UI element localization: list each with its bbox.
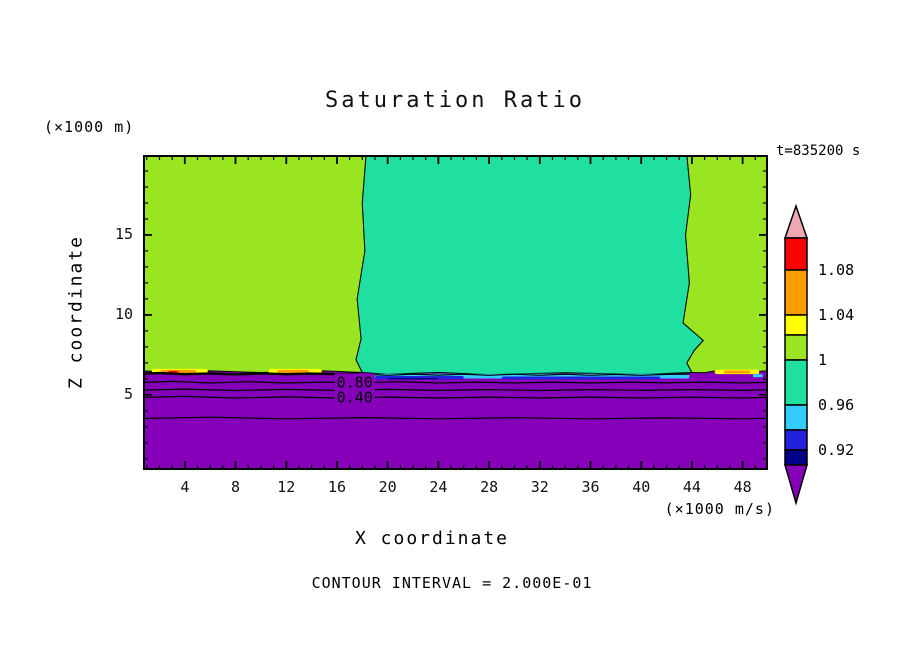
colorbar: 1.08 1.04 1 0.96 0.92 [783,203,854,506]
contour-label-bg [334,373,375,391]
x-tick-label: 12 [277,478,296,496]
colorbar-label: 0.92 [818,441,854,459]
interface-blob [501,376,661,380]
colorbar-segment [784,359,808,406]
x-tick-label: 16 [327,478,346,496]
chart-title: Saturation Ratio [325,88,585,113]
x-tick-label: 28 [480,478,499,496]
colorbar-segment [784,449,808,466]
contour-line [143,388,768,392]
x-tick-label: 20 [378,478,397,496]
colorbar-label: 1.04 [818,306,854,324]
z-tick-label: 15 [114,224,133,243]
contour-line [143,371,360,376]
field-regions [143,155,768,376]
x-tick-label: 44 [682,478,701,496]
z-tick-label: 5 [123,384,133,403]
contour-line-labels: 0.800.40 [334,373,375,407]
x-tick-label: 48 [733,478,752,496]
contour-plot: 0.800.40 [143,155,768,470]
colorbar-arrow-top [783,203,809,239]
time-annotation: t=835200 s [776,143,861,159]
x-tick-label: 36 [581,478,600,496]
contour-label: 0.40 [337,389,373,407]
x-tick-label: 8 [231,478,241,496]
contour-label-bg [334,388,375,406]
interface-blob [752,374,763,378]
region-upper-middle [355,155,705,376]
y-axis-title: Z coordinate [65,234,87,390]
region-upper-right [682,155,768,374]
contour-line [143,395,768,399]
colorbar-segment [784,237,808,271]
interface-blob [723,370,751,374]
z-tick-label: 10 [114,304,133,323]
plot-frame [143,155,768,470]
contour-line [143,416,768,420]
colorbar-label: 1 [818,351,827,369]
colorbar-segment [784,334,808,361]
colorbar-label: 0.96 [818,396,854,414]
x-axis-title: X coordinate [354,528,510,549]
contour-label: 0.80 [337,373,373,391]
colorbar-segment [784,429,808,451]
x-tick-label: 32 [530,478,549,496]
interface-blob [168,370,179,373]
y-axis-unit: (×1000 m) [44,118,135,136]
interface-blob [387,377,439,380]
contour-interval-note: CONTOUR INTERVAL = 2.000E-01 [311,574,593,592]
colorbar-segment [784,314,808,336]
x-tick-label: 40 [632,478,651,496]
colorbar-arrow-bottom [784,464,808,506]
colorbar-label: 1.08 [818,261,854,279]
contour-lines [143,371,768,420]
region-upper-left [143,155,367,374]
contour-line [362,373,690,376]
colorbar-segment [784,269,808,316]
x-tick-label: 24 [429,478,448,496]
interface-blob [277,369,310,374]
x-axis-unit: (×1000 m/s) [664,500,775,518]
colorbar-segment [784,404,808,431]
contour-line [143,380,768,384]
x-tick-label: 4 [180,478,190,496]
